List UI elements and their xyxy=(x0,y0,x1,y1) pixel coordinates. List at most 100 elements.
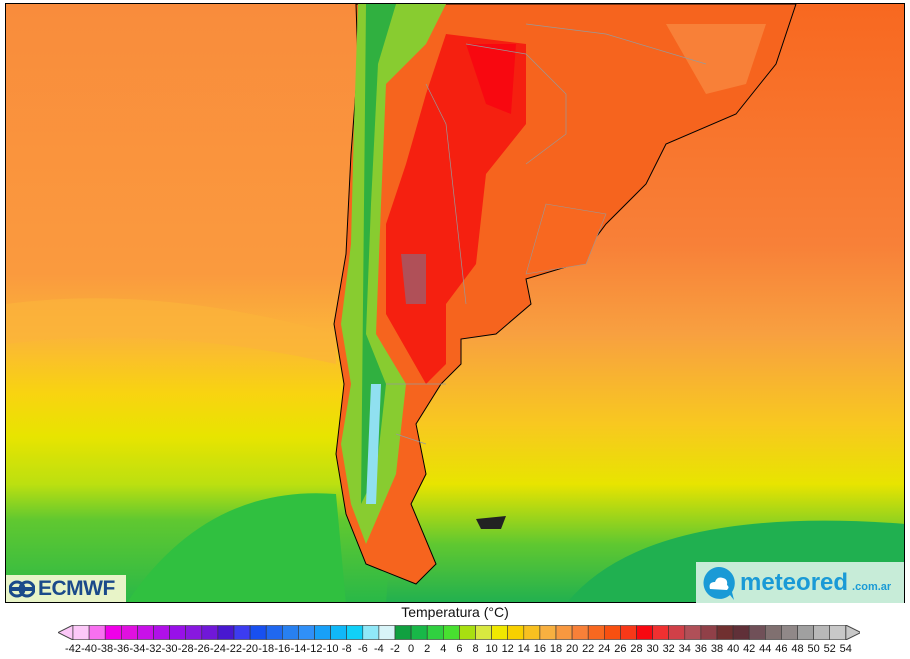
legend-label: -32 xyxy=(145,643,162,655)
legend-label: -42 xyxy=(65,643,81,655)
legend-label: 0 xyxy=(408,643,415,655)
legend-label: 28 xyxy=(630,643,643,655)
legend-label: -22 xyxy=(226,643,242,655)
legend-label: 38 xyxy=(710,643,724,655)
legend-swatch xyxy=(523,625,541,640)
legend-label: 50 xyxy=(807,643,820,655)
legend-swatch xyxy=(88,625,106,640)
legend-label: -18 xyxy=(258,643,275,655)
temperature-map[interactable] xyxy=(5,3,905,603)
legend-swatch xyxy=(169,625,186,640)
legend-swatch xyxy=(314,625,331,640)
legend-label: 14 xyxy=(517,643,530,655)
legend-label: -28 xyxy=(177,643,194,655)
legend-swatch xyxy=(282,625,299,640)
legend-label: -8 xyxy=(341,643,352,655)
legend-label: -4 xyxy=(374,643,384,655)
legend-swatch xyxy=(684,625,702,640)
legend-label: -24 xyxy=(209,643,226,655)
legend-label: -10 xyxy=(322,643,339,655)
legend-arrow-low xyxy=(58,625,74,640)
meteored-logo-text: meteored xyxy=(740,568,849,596)
legend-swatch xyxy=(636,625,653,640)
legend-label: -26 xyxy=(193,643,210,655)
legend-label: 16 xyxy=(533,643,547,655)
legend-label: -38 xyxy=(97,643,114,655)
legend-arrow-high xyxy=(845,625,860,640)
legend-swatch xyxy=(555,625,573,640)
legend-swatch xyxy=(748,625,766,640)
legend-swatch xyxy=(475,625,492,640)
legend-label: -20 xyxy=(242,643,259,655)
legend-swatch xyxy=(378,625,396,640)
ecmwf-emblem-icon xyxy=(9,580,35,597)
legend-swatch xyxy=(716,625,734,640)
legend-label: 18 xyxy=(549,643,563,655)
legend-swatch xyxy=(298,625,315,640)
legend-label: 40 xyxy=(726,643,740,655)
legend-swatch xyxy=(217,625,235,640)
legend-swatch xyxy=(185,625,203,640)
legend-label: -2 xyxy=(390,643,400,655)
legend-swatch xyxy=(732,625,750,640)
legend-label: 30 xyxy=(646,643,659,655)
legend-label: 4 xyxy=(440,643,447,655)
legend-swatch xyxy=(265,625,283,640)
legend-label: 20 xyxy=(565,643,579,655)
legend-label: 48 xyxy=(791,643,804,655)
legend-swatch xyxy=(829,625,847,640)
legend-swatch xyxy=(797,625,814,640)
legend-label: 42 xyxy=(743,643,756,655)
legend-title: Temperatura (°C) xyxy=(401,604,509,620)
color-legend xyxy=(58,625,860,640)
legend-swatch xyxy=(346,625,364,640)
legend-label: -34 xyxy=(129,643,146,655)
legend-swatch xyxy=(233,625,251,640)
legend-swatch xyxy=(652,625,669,640)
legend-swatch xyxy=(442,625,460,640)
legend-label: 52 xyxy=(823,643,836,655)
legend-label: 10 xyxy=(485,643,498,655)
ecmwf-logo-text: ECMWF xyxy=(38,576,115,600)
legend-label: -16 xyxy=(274,643,291,655)
legend-swatch xyxy=(120,625,138,640)
legend-swatch xyxy=(507,625,525,640)
legend-swatch xyxy=(153,625,170,640)
legend-swatch xyxy=(249,625,267,640)
map-canvas xyxy=(6,4,904,602)
legend-swatch xyxy=(201,625,219,640)
legend-label: 46 xyxy=(775,643,788,655)
legend-swatch xyxy=(813,625,830,640)
legend-label: 6 xyxy=(456,643,463,655)
legend-swatch xyxy=(491,625,509,640)
legend-swatch xyxy=(700,625,718,640)
legend-swatch xyxy=(459,625,476,640)
meteored-domain-text: .com.ar xyxy=(852,580,892,593)
ecmwf-logo: ECMWF xyxy=(6,575,126,602)
legend-swatch xyxy=(764,625,782,640)
legend-label: 26 xyxy=(614,643,627,655)
legend-swatch xyxy=(620,625,637,640)
legend-label: 2 xyxy=(424,643,431,655)
legend-label: 32 xyxy=(662,643,675,655)
legend-swatch xyxy=(668,625,686,640)
legend-swatch xyxy=(362,625,380,640)
legend-label: -40 xyxy=(81,643,98,655)
legend-label: 54 xyxy=(839,643,852,655)
legend-label: 36 xyxy=(694,643,708,655)
legend-label: 44 xyxy=(759,643,772,655)
legend-swatch xyxy=(72,625,90,640)
legend-swatch xyxy=(137,625,154,640)
legend-swatch xyxy=(603,625,621,640)
legend-swatch xyxy=(587,625,605,640)
legend-label: 12 xyxy=(501,643,514,655)
legend-swatch xyxy=(781,625,798,640)
legend-swatch xyxy=(104,625,122,640)
legend-label: 8 xyxy=(472,643,479,655)
legend-label: -6 xyxy=(357,643,368,655)
legend-swatch xyxy=(539,625,557,640)
legend-label: -14 xyxy=(290,643,307,655)
legend-label: 34 xyxy=(678,643,691,655)
legend-label: -12 xyxy=(306,643,323,655)
legend-label: 24 xyxy=(598,643,611,655)
